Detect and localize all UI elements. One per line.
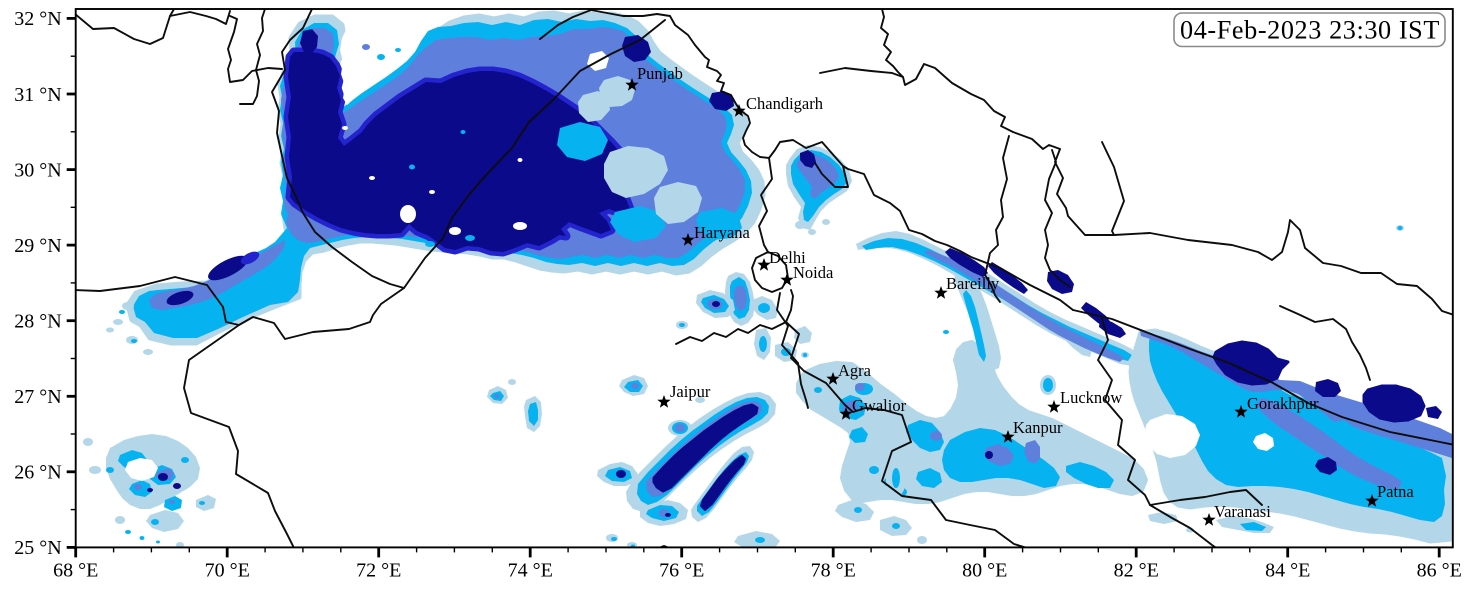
svg-text:86 °E: 86 °E xyxy=(1417,559,1462,581)
svg-text:Agra: Agra xyxy=(838,361,872,380)
svg-text:30 °N: 30 °N xyxy=(14,159,61,181)
svg-text:Noida: Noida xyxy=(793,263,834,282)
svg-text:82 °E: 82 °E xyxy=(1114,559,1159,581)
svg-text:84 °E: 84 °E xyxy=(1265,559,1310,581)
svg-text:32 °N: 32 °N xyxy=(14,8,61,30)
svg-text:27 °N: 27 °N xyxy=(14,386,61,408)
svg-text:Lucknow: Lucknow xyxy=(1060,388,1122,407)
svg-text:Gorakhpur: Gorakhpur xyxy=(1247,394,1319,413)
svg-text:74 °E: 74 °E xyxy=(508,559,553,581)
svg-text:Gwalior: Gwalior xyxy=(852,396,907,415)
svg-text:Bareilly: Bareilly xyxy=(946,274,1000,293)
svg-text:Punjab: Punjab xyxy=(637,64,683,83)
svg-text:28 °N: 28 °N xyxy=(14,311,61,333)
svg-text:Varanasi: Varanasi xyxy=(1214,502,1271,521)
svg-text:31 °N: 31 °N xyxy=(14,84,61,106)
svg-text:76 °E: 76 °E xyxy=(659,559,704,581)
svg-text:Patna: Patna xyxy=(1377,482,1414,501)
svg-text:68 °E: 68 °E xyxy=(53,559,98,581)
svg-text:29 °N: 29 °N xyxy=(14,235,61,257)
svg-text:70 °E: 70 °E xyxy=(205,559,250,581)
svg-text:80 °E: 80 °E xyxy=(962,559,1007,581)
svg-text:Delhi: Delhi xyxy=(769,248,806,267)
svg-text:26 °N: 26 °N xyxy=(14,462,61,484)
svg-text:25 °N: 25 °N xyxy=(14,537,61,559)
svg-text:Jaipur: Jaipur xyxy=(670,382,711,401)
svg-text:Kanpur: Kanpur xyxy=(1013,418,1063,437)
svg-text:78 °E: 78 °E xyxy=(811,559,856,581)
svg-text:Haryana: Haryana xyxy=(694,223,751,242)
svg-text:72 °E: 72 °E xyxy=(356,559,401,581)
svg-text:04-Feb-2023 23:30 IST: 04-Feb-2023 23:30 IST xyxy=(1180,16,1440,45)
svg-text:Chandigarh: Chandigarh xyxy=(746,94,824,113)
